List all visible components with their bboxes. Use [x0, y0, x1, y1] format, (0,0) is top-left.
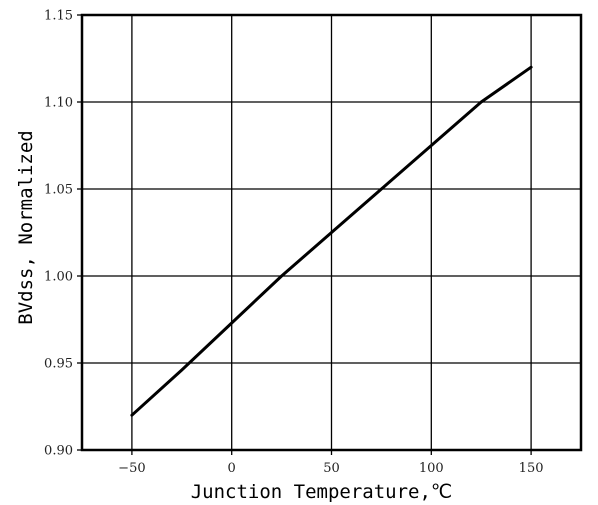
y-tick-label: 0.90	[44, 444, 73, 459]
y-tick-label: 1.00	[44, 270, 73, 285]
y-tick-label: 1.05	[44, 183, 73, 198]
data-point	[380, 188, 382, 190]
x-tick-label: 150	[519, 461, 544, 476]
data-point	[181, 369, 183, 371]
data-point	[430, 144, 432, 146]
y-tick-labels: 0.90 0.95 1.00 1.05 1.10 1.15	[44, 9, 73, 459]
y-tick-label: 1.15	[44, 9, 73, 24]
x-tick-labels: −50 0 50 100 150	[118, 461, 543, 476]
data-point	[231, 322, 233, 324]
y-tick-label: 1.10	[44, 96, 73, 111]
y-tick-label: 0.95	[44, 357, 73, 372]
y-axis-label: BVdss, Normalized	[15, 130, 37, 324]
data-point	[330, 231, 332, 233]
data-point	[131, 414, 133, 416]
data-point	[530, 66, 532, 68]
x-tick-label: −50	[118, 461, 145, 476]
x-axis-label: Junction Temperature,℃	[191, 481, 453, 503]
x-tick-label: 0	[228, 461, 236, 476]
x-tick-label: 50	[323, 461, 340, 476]
x-tick-label: 100	[419, 461, 444, 476]
data-point	[280, 275, 282, 277]
data-point	[480, 101, 482, 103]
